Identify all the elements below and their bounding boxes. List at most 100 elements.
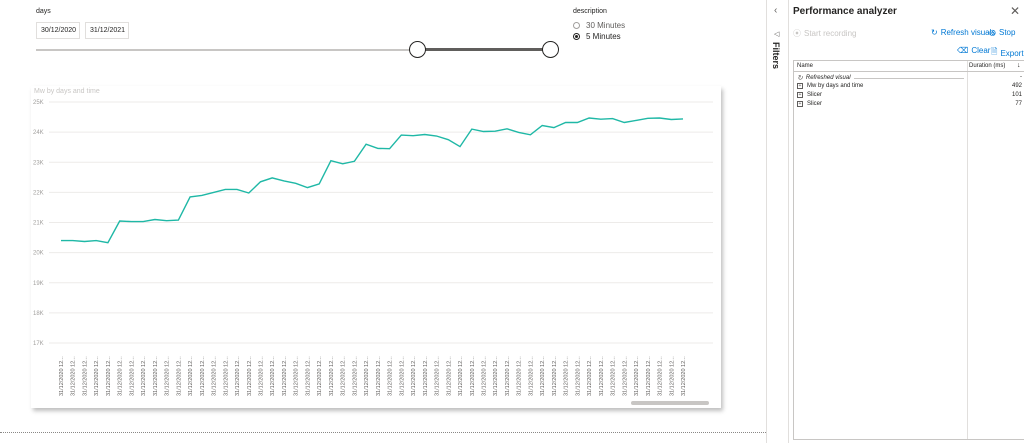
x-tick-label: 31/12/2020 12... bbox=[282, 356, 288, 396]
eye-icon: ◁ bbox=[774, 31, 780, 38]
row-name: + Slicer bbox=[797, 101, 822, 107]
option-30-minutes[interactable]: 30 Minutes bbox=[573, 20, 625, 30]
x-tick-label: 31/12/2020 12... bbox=[446, 356, 452, 396]
x-tick-label: 31/12/2020 12... bbox=[622, 356, 628, 396]
clear-label: Clear bbox=[971, 46, 991, 55]
perf-toolbar: ⦿ Start recording ↻ Refresh visuals ◎ St… bbox=[793, 28, 1024, 40]
column-divider bbox=[967, 61, 968, 439]
x-tick-label: 31/12/2020 12... bbox=[364, 356, 370, 396]
x-tick-label: 31/12/2020 12... bbox=[399, 356, 405, 396]
perf-results-table: Name Duration (ms) ↓ ↻ Refreshed visual … bbox=[793, 60, 1024, 440]
end-date-input[interactable]: 31/12/2021 bbox=[85, 22, 129, 39]
stop-button[interactable]: ◎ Stop bbox=[989, 28, 1015, 37]
start-recording-label: Start recording bbox=[804, 29, 857, 38]
x-tick-label: 31/12/2020 12... bbox=[317, 356, 323, 396]
close-icon[interactable]: ✕ bbox=[1010, 4, 1021, 18]
x-tick-label: 31/12/2020 12... bbox=[599, 356, 605, 396]
table-row: ↻ Refreshed visual - bbox=[794, 73, 1024, 82]
x-tick-label: 31/12/2020 12... bbox=[329, 356, 335, 396]
x-tick-label: 31/12/2020 12... bbox=[82, 356, 88, 396]
separator-line bbox=[854, 78, 964, 79]
date-slider-track[interactable] bbox=[36, 49, 558, 51]
x-tick-label: 31/12/2020 12... bbox=[528, 356, 534, 396]
days-slicer[interactable]: days 30/12/2020 31/12/2021 bbox=[36, 8, 576, 68]
start-date-input[interactable]: 30/12/2020 bbox=[36, 22, 80, 39]
y-tick-label: 23K bbox=[33, 160, 44, 166]
series-line[interactable] bbox=[61, 117, 684, 244]
clear-button[interactable]: ⌫ Clear bbox=[957, 46, 990, 55]
x-tick-label: 31/12/2020 12... bbox=[470, 356, 476, 396]
x-tick-label: 31/12/2020 12... bbox=[423, 356, 429, 396]
x-tick-label: 31/12/2020 12... bbox=[71, 356, 77, 396]
x-tick-label: 31/12/2020 12... bbox=[270, 356, 276, 396]
x-tick-label: 31/12/2020 12... bbox=[118, 356, 124, 396]
start-recording-button[interactable]: ⦿ Start recording bbox=[793, 28, 856, 39]
x-tick-label: 31/12/2020 12... bbox=[235, 356, 241, 396]
y-tick-label: 19K bbox=[33, 281, 44, 287]
x-tick-label: 31/12/2020 12... bbox=[658, 356, 664, 396]
expand-icon[interactable]: + bbox=[797, 83, 803, 89]
export-button[interactable]: 🗎 Export bbox=[991, 46, 1024, 60]
pane-title: Performance analyzer bbox=[793, 6, 897, 17]
x-tick-label: 31/12/2020 12... bbox=[200, 356, 206, 396]
option-5-minutes[interactable]: 5 Minutes bbox=[573, 31, 621, 41]
filters-pane-collapsed[interactable]: ‹ ◁ Filters bbox=[766, 0, 788, 443]
row-name: ↻ Refreshed visual bbox=[797, 74, 851, 82]
canvas-page-boundary bbox=[0, 432, 766, 433]
x-tick-label: 31/12/2020 12... bbox=[106, 356, 112, 396]
x-tick-label: 31/12/2020 12... bbox=[564, 356, 570, 396]
export-label: Export bbox=[1000, 48, 1024, 58]
x-tick-label: 31/12/2020 12... bbox=[681, 356, 687, 396]
x-tick-label: 31/12/2020 12... bbox=[611, 356, 617, 396]
date-slider-end-handle[interactable] bbox=[542, 41, 559, 58]
refresh-icon: ↻ bbox=[797, 75, 803, 82]
column-duration-header[interactable]: Duration (ms) bbox=[969, 63, 1006, 69]
row-duration: - bbox=[1020, 74, 1022, 80]
table-row[interactable]: + Slicer 101 bbox=[794, 91, 1024, 100]
row-duration: 492 bbox=[1011, 83, 1022, 89]
x-tick-label: 31/12/2020 12... bbox=[294, 356, 300, 396]
x-tick-label: 31/12/2020 12... bbox=[540, 356, 546, 396]
sort-descending-icon[interactable]: ↓ bbox=[1017, 62, 1021, 69]
x-tick-label: 31/12/2020 12... bbox=[247, 356, 253, 396]
chevron-left-icon[interactable]: ‹ bbox=[774, 5, 778, 16]
x-tick-label: 31/12/2020 12... bbox=[411, 356, 417, 396]
x-tick-label: 31/12/2020 12... bbox=[341, 356, 347, 396]
perf-toolbar-secondary: ⌫ Clear 🗎 Export bbox=[793, 46, 1024, 58]
y-tick-label: 24K bbox=[33, 130, 44, 136]
table-row[interactable]: + Mw by days and time 492 bbox=[794, 82, 1024, 91]
x-tick-label: 31/12/2020 12... bbox=[435, 356, 441, 396]
x-tick-label: 31/12/2020 12... bbox=[305, 356, 311, 396]
line-chart-svg: 25K 24K 23K 22K 21K 20K 19K 18K 17K 31/12/2020 12… bbox=[33, 100, 713, 396]
y-tick-label: 21K bbox=[33, 221, 44, 227]
line-chart-visual[interactable]: 25K 24K 23K 22K 21K 20K 19K 18K 17K 31/12/2020 12… bbox=[31, 86, 721, 408]
x-tick-label: 31/12/2020 12... bbox=[165, 356, 171, 396]
x-tick-label: 31/12/2020 12... bbox=[634, 356, 640, 396]
x-tick-label: 31/12/2020 12... bbox=[669, 356, 675, 396]
row-name-text: Refreshed visual bbox=[805, 75, 851, 81]
filters-label[interactable]: Filters bbox=[771, 42, 781, 70]
date-slider-range bbox=[418, 48, 552, 51]
x-tick-label: 31/12/2020 12... bbox=[493, 356, 499, 396]
row-name: + Slicer bbox=[797, 92, 822, 98]
column-name-header[interactable]: Name bbox=[797, 63, 814, 69]
refresh-visuals-button[interactable]: ↻ Refresh visuals bbox=[931, 28, 995, 37]
chart-horizontal-scrollbar[interactable] bbox=[631, 401, 709, 405]
radio-checked-icon[interactable] bbox=[573, 32, 580, 40]
expand-icon[interactable]: + bbox=[797, 101, 803, 107]
x-tick-label: 31/12/2020 12... bbox=[188, 356, 194, 396]
x-tick-label: 31/12/2020 12... bbox=[223, 356, 229, 396]
x-tick-label: 31/12/2020 12... bbox=[59, 356, 65, 396]
x-tick-label: 31/12/2020 12... bbox=[141, 356, 147, 396]
description-slicer-title: description bbox=[573, 8, 607, 15]
option-label: 30 Minutes bbox=[586, 20, 626, 30]
row-name: + Mw by days and time bbox=[797, 83, 863, 89]
date-slider-start-handle[interactable] bbox=[409, 41, 426, 58]
radio-unchecked-icon[interactable] bbox=[573, 21, 580, 29]
table-row[interactable]: + Slicer 77 bbox=[794, 100, 1024, 109]
x-tick-label: 31/12/2020 12... bbox=[259, 356, 265, 396]
x-tick-label: 31/12/2020 12... bbox=[376, 356, 382, 396]
x-tick-label: 31/12/2020 12... bbox=[646, 356, 652, 396]
expand-icon[interactable]: + bbox=[797, 92, 803, 98]
x-tick-label: 31/12/2020 12... bbox=[129, 356, 135, 396]
